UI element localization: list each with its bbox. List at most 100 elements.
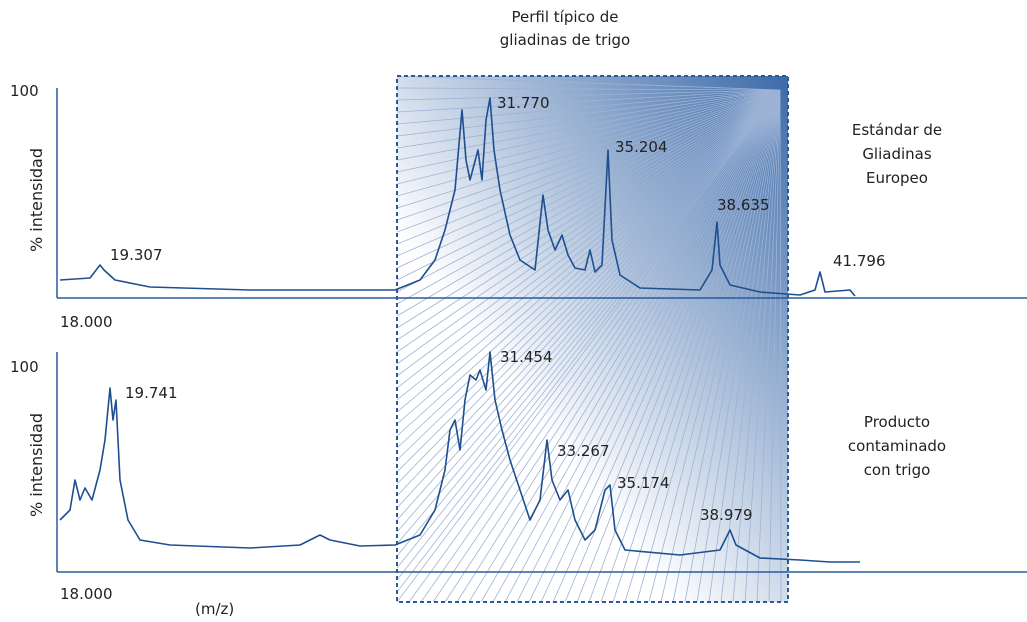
highlight-box <box>396 75 789 603</box>
fan-line <box>648 89 781 602</box>
fan-line <box>397 89 781 497</box>
peak-label: 31.770 <box>497 94 550 112</box>
fan-line <box>397 89 781 401</box>
y-axis-label: % intensidad <box>27 413 46 517</box>
spectrum-trace <box>59 97 856 297</box>
spectrum-trace <box>59 351 860 563</box>
fan-line <box>397 89 781 449</box>
title-line: Perfil típico de <box>512 8 619 26</box>
fan-line <box>420 89 781 602</box>
title-line: gliadinas de trigo <box>500 31 630 49</box>
fan-line <box>720 89 781 602</box>
fan-line <box>636 89 781 602</box>
fan-line <box>397 76 781 91</box>
peak-label: 31.454 <box>500 348 553 366</box>
fan-line <box>397 89 781 581</box>
fan-line <box>397 89 781 461</box>
fan-line <box>397 89 781 569</box>
fan-line <box>408 89 781 602</box>
fan-line <box>468 89 781 602</box>
legend-line: contaminado <box>848 437 946 455</box>
fan-line <box>397 89 781 257</box>
legend-line: con trigo <box>864 461 931 479</box>
fan-line <box>397 89 781 413</box>
fan-line <box>397 89 781 209</box>
fan-line <box>397 89 781 185</box>
fan-line <box>564 89 781 602</box>
fan-line <box>397 89 781 149</box>
peak-label: 19.741 <box>125 384 178 402</box>
peak-label: 33.267 <box>557 442 610 460</box>
fan-line <box>397 89 781 485</box>
fan-line <box>397 89 781 602</box>
fan-line <box>708 89 781 602</box>
fan-line <box>397 89 781 437</box>
fan-line <box>660 89 781 602</box>
fan-line <box>516 89 781 602</box>
fan-line <box>397 89 781 365</box>
fan-line <box>624 89 781 602</box>
x-axis-label: (m/z) <box>195 600 234 618</box>
peak-label: 38.979 <box>700 506 753 524</box>
fan-line <box>397 89 781 317</box>
fan-line <box>397 87 781 91</box>
fan-line <box>397 89 781 557</box>
peak-label: 19.307 <box>110 246 163 264</box>
fan-line <box>397 89 781 101</box>
fan-line <box>397 89 781 281</box>
fan-line <box>397 89 781 473</box>
peak-label: 41.796 <box>833 252 886 270</box>
fan-line <box>732 89 781 602</box>
fan-line <box>397 89 781 173</box>
x-start-label: 18.000 <box>60 313 113 331</box>
fan-line <box>397 89 781 293</box>
fan-line <box>612 89 781 602</box>
fan-line <box>397 89 781 593</box>
fan-line <box>397 89 781 545</box>
legend-line: Estándar de <box>852 121 942 139</box>
fan-line <box>397 89 781 269</box>
fan-line <box>397 89 781 245</box>
fan-line <box>696 89 781 602</box>
fan-line <box>672 89 781 602</box>
fan-line <box>528 89 781 602</box>
fan-lines <box>397 76 782 602</box>
fan-line <box>779 89 782 602</box>
y-max-label: 100 <box>10 82 39 100</box>
fan-line <box>492 89 781 602</box>
fan-line <box>600 89 781 602</box>
fan-line <box>397 89 781 377</box>
fan-line <box>504 89 781 602</box>
fan-line <box>684 89 781 602</box>
fan-line <box>756 89 781 602</box>
y-max-label: 100 <box>10 358 39 376</box>
fan-line <box>744 89 781 602</box>
fan-line <box>397 89 781 197</box>
peak-label: 35.204 <box>615 138 668 156</box>
legend-line: Europeo <box>866 169 928 187</box>
fan-line <box>397 89 781 353</box>
fan-line <box>397 89 781 113</box>
fan-line <box>444 89 781 602</box>
fan-line <box>456 89 781 602</box>
fan-line <box>397 89 781 221</box>
fan-line <box>397 89 781 233</box>
peak-label: 35.174 <box>617 474 670 492</box>
y-axis-label: % intensidad <box>27 148 46 252</box>
fan-line <box>397 89 781 161</box>
fan-line <box>552 89 781 602</box>
legend-line: Producto <box>864 413 930 431</box>
legend-line: Gliadinas <box>862 145 932 163</box>
fan-line <box>397 89 781 533</box>
fan-line <box>768 89 781 602</box>
fan-line <box>588 89 781 602</box>
fan-line <box>397 89 781 305</box>
fan-line <box>540 89 781 602</box>
peak-label: 38.635 <box>717 196 770 214</box>
fan-line <box>432 89 781 602</box>
fan-line <box>397 89 781 389</box>
fan-line <box>576 89 781 602</box>
x-start-label: 18.000 <box>60 585 113 603</box>
fan-line <box>397 89 781 329</box>
